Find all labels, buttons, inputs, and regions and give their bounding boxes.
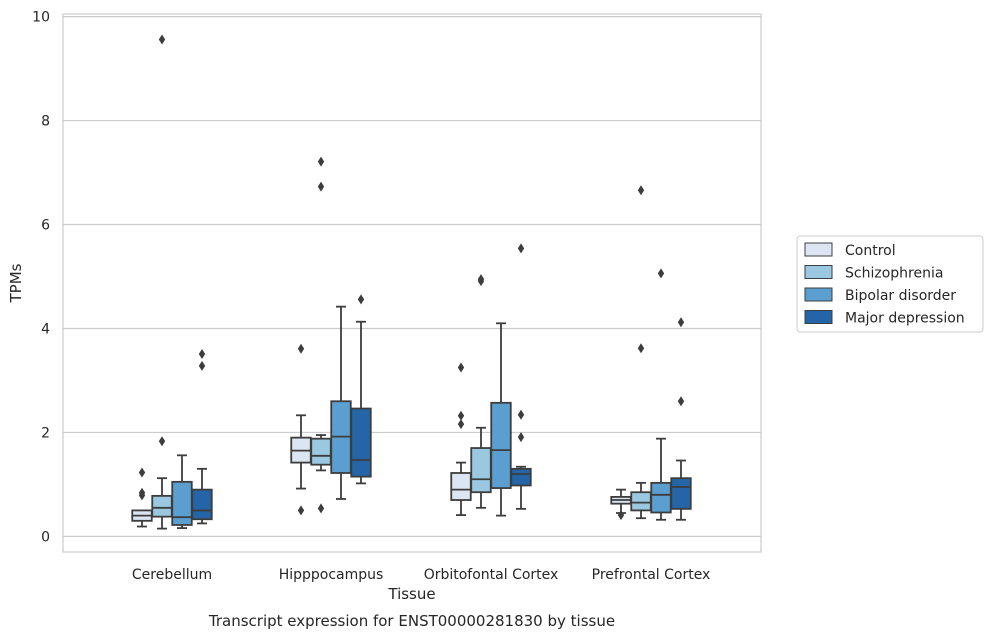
outlier-point (677, 396, 685, 407)
outlier-point (317, 503, 325, 514)
box-iqr (630, 491, 652, 512)
box-iqr (470, 447, 492, 494)
box-iqr (490, 401, 512, 489)
box (510, 243, 532, 510)
box (191, 348, 213, 525)
outlier-point (617, 510, 625, 521)
box (151, 34, 173, 530)
y-tick-label: 4 (41, 321, 50, 337)
y-tick-label: 6 (41, 218, 50, 234)
outlier-point (457, 410, 465, 421)
outlier-point (457, 419, 465, 430)
outlier-point (677, 317, 685, 328)
outlier-point (198, 348, 206, 359)
box (330, 305, 352, 500)
box-iqr (650, 481, 672, 514)
legend-label: Major depression (845, 311, 965, 327)
y-axis-label: TPMs (7, 263, 25, 303)
box (490, 322, 512, 517)
outlier-point (198, 360, 206, 371)
outlier-point (138, 467, 146, 478)
outlier-point (158, 436, 166, 447)
box-iqr (151, 494, 173, 518)
box (350, 294, 372, 485)
y-tick-label: 0 (41, 529, 50, 545)
outlier-point (517, 409, 525, 420)
legend-label: Schizophrenia (845, 266, 943, 282)
box-iqr (670, 477, 692, 510)
outlier-point (138, 490, 146, 501)
legend-swatch (804, 242, 833, 257)
box (650, 268, 672, 521)
box (290, 343, 312, 516)
y-tick-labels: 0 2 4 6 8 10 (32, 10, 50, 546)
outlier-point (457, 362, 465, 373)
x-axis-label: Tissue (387, 585, 435, 603)
outlier-point (317, 181, 325, 192)
box (131, 467, 153, 528)
box (310, 156, 332, 514)
x-tick-label: Orbitofontal Cortex (424, 567, 559, 583)
x-tick-label: Hipppocampus (279, 567, 384, 583)
x-tick-label: Prefrontal Cortex (592, 567, 711, 583)
legend: Control Schizophrenia Bipolar disorder Majo… (796, 235, 984, 333)
legend-label: Control (845, 243, 896, 259)
x-tick-label: Cerebellum (132, 567, 212, 583)
legend-swatch (804, 310, 833, 324)
outlier-point (657, 268, 665, 279)
outlier-point (477, 276, 485, 287)
box (670, 317, 692, 521)
outlier-point (297, 343, 305, 354)
box (610, 488, 632, 521)
outlier-point (517, 432, 525, 443)
x-tick-labels: Cerebellum Hipppocampus Orbitofontal Corte… (132, 567, 710, 583)
legend-swatch (804, 265, 833, 279)
legend-label: Bipolar disorder (845, 288, 956, 304)
box-iqr (350, 407, 372, 478)
box-iqr (310, 437, 332, 466)
grid-lines (63, 15, 761, 538)
box (470, 274, 492, 509)
legend-swatch (804, 287, 833, 302)
outlier-point (637, 185, 645, 196)
box-iqr (191, 488, 213, 521)
y-tick-label: 2 (41, 425, 50, 441)
outlier-point (158, 34, 166, 45)
box (450, 362, 472, 516)
outlier-point (297, 505, 305, 516)
chart-caption: Transcript expression for ENST0000028183… (208, 612, 615, 630)
y-tick-label: 8 (41, 114, 50, 130)
outlier-point (357, 294, 365, 305)
box (171, 454, 193, 529)
box (630, 185, 652, 520)
box-iqr (510, 467, 532, 487)
box-iqr (171, 480, 193, 526)
legend-frame (796, 235, 984, 333)
box-series (131, 34, 692, 530)
outlier-point (317, 156, 325, 167)
plot-area (62, 13, 762, 553)
outlier-point (517, 243, 525, 254)
outlier-point (637, 343, 645, 354)
y-tick-label: 10 (32, 10, 50, 26)
box-iqr (450, 472, 472, 501)
